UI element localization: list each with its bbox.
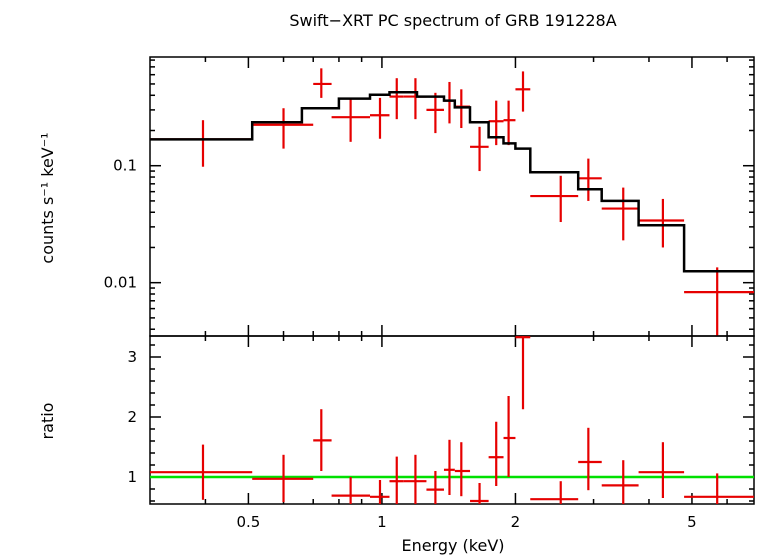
spectrum-data-point xyxy=(470,126,489,172)
ratio-y-tick-label: 3 xyxy=(127,348,137,366)
spectrum-data-point xyxy=(252,108,314,149)
spectrum-data-point xyxy=(313,68,332,98)
x-tick-label: 0.5 xyxy=(236,513,260,531)
ratio-data-point xyxy=(252,454,314,503)
spectrum-data-point xyxy=(515,71,531,112)
spectrum-panel: 0.01 0.1 xyxy=(104,56,755,337)
ratio-data-point xyxy=(150,444,253,500)
spectrum-data-point xyxy=(389,78,404,120)
spectrum-data-point xyxy=(331,97,371,142)
spectrum-y-axis-label: counts s⁻¹ keV⁻¹ xyxy=(38,132,57,263)
spectrum-data-point xyxy=(370,97,390,139)
x-tick-label: 5 xyxy=(687,513,697,531)
ratio-data-point xyxy=(578,427,602,491)
ratio-data-point xyxy=(331,477,371,504)
spectrum-data-point xyxy=(150,120,253,167)
ratio-data-point xyxy=(530,481,579,504)
spectrum-plot-frame xyxy=(149,56,755,337)
ratio-data-point xyxy=(389,456,404,504)
x-tick-label: 1 xyxy=(377,513,387,531)
ratio-data-point xyxy=(601,460,639,504)
x-tick-label: 2 xyxy=(511,513,521,531)
ratio-data-point xyxy=(488,421,504,486)
spectrum-data-point xyxy=(601,187,639,241)
ratio-data-point xyxy=(370,480,390,504)
x-axis-label: Energy (keV) xyxy=(401,536,504,555)
spectrum-y-tick-label: 0.01 xyxy=(104,274,137,292)
ratio-plot-frame xyxy=(149,335,755,505)
spectrum-data-point xyxy=(530,175,579,223)
spectrum-data-point xyxy=(403,78,427,120)
ratio-y-tick-label: 1 xyxy=(127,468,137,486)
ratio-panel: 1 2 3 0.5 1 2 5 xyxy=(127,335,755,531)
ratio-data-point xyxy=(313,409,332,471)
spectrum-data-point xyxy=(638,198,685,248)
model-step-line xyxy=(150,90,754,273)
ratio-y-axis-label: ratio xyxy=(38,403,57,440)
ratio-data-point xyxy=(503,396,516,477)
ratio-data-point xyxy=(638,442,685,498)
spectrum-data-point xyxy=(503,100,516,146)
ratio-data-point xyxy=(443,439,455,495)
spectrum-data-point xyxy=(443,81,455,124)
ratio-data-point xyxy=(454,442,471,497)
ratio-data-point xyxy=(515,336,531,410)
chart-title: Swift−XRT PC spectrum of GRB 191228A xyxy=(289,11,616,30)
spectrum-data-point xyxy=(578,158,602,201)
ratio-data-point xyxy=(403,454,427,504)
ratio-data-point xyxy=(684,473,754,504)
spectrum-data-point xyxy=(454,89,471,129)
spectrum-data-point xyxy=(426,92,444,134)
spectrum-y-tick-label: 0.1 xyxy=(113,157,137,175)
ratio-y-tick-label: 2 xyxy=(127,408,137,426)
ratio-data-point xyxy=(426,471,444,504)
ratio-data-point xyxy=(470,483,489,504)
spectrum-data-point xyxy=(684,267,754,336)
